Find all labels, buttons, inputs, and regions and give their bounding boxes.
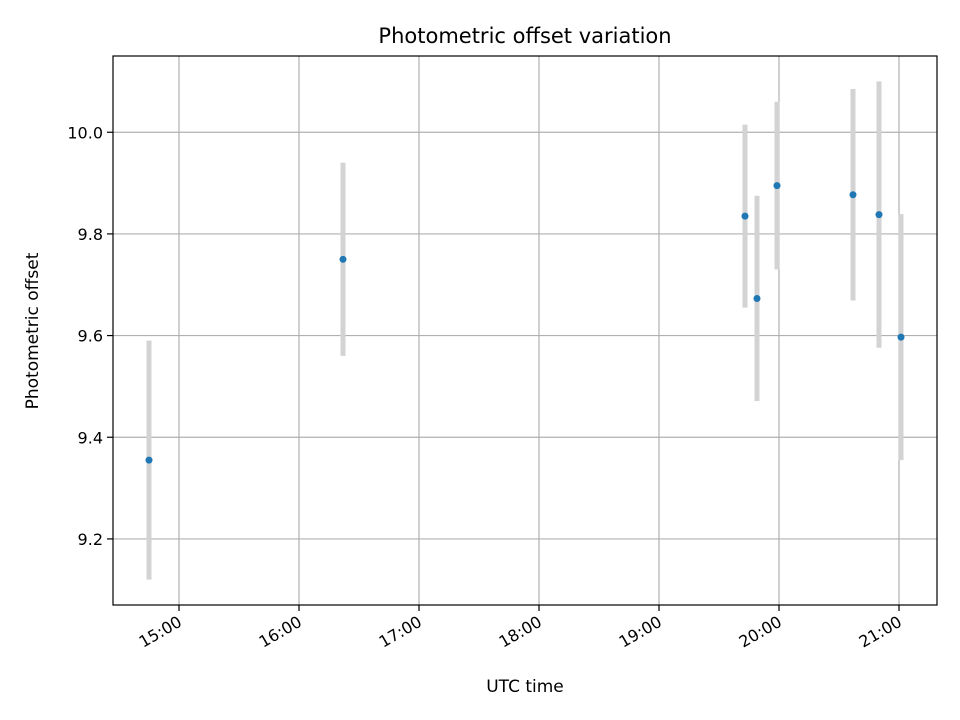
y-tick-label: 9.4 [78, 428, 103, 447]
data-point [339, 255, 347, 263]
data-point [741, 212, 749, 220]
data-point [773, 182, 781, 190]
data-point [897, 333, 905, 341]
data-points [145, 182, 905, 464]
chart-title: Photometric offset variation [378, 24, 671, 48]
data-point [875, 211, 883, 219]
data-point [753, 294, 761, 302]
x-axis-label: UTC time [486, 677, 564, 697]
y-axis: 9.2 9.4 9.6 9.8 10.0 [67, 123, 113, 549]
y-axis-label: Photometric offset [23, 252, 43, 409]
y-tick-label: 9.6 [78, 327, 103, 346]
y-tick-label: 10.0 [67, 123, 103, 142]
data-point [145, 456, 153, 464]
data-point [849, 191, 857, 199]
y-tick-label: 9.2 [78, 530, 103, 549]
plot-frame [112, 55, 938, 606]
y-tick-label: 9.8 [78, 225, 103, 244]
